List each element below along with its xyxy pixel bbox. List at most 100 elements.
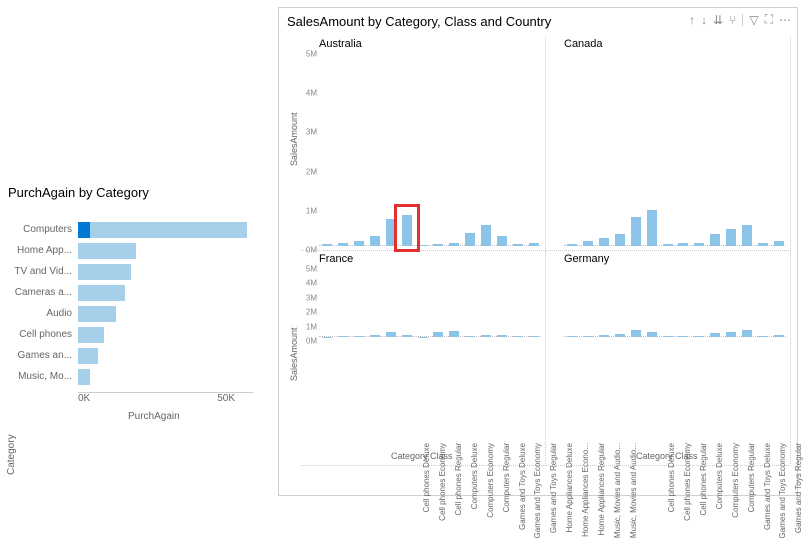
left-chart-panel: PurchAgain by Category ComputersHome App…: [8, 185, 266, 465]
vbar[interactable]: [631, 217, 641, 246]
vbar[interactable]: [322, 244, 332, 246]
hbar-fill: [78, 243, 136, 259]
x-label: Computers Economy: [486, 443, 495, 551]
y-tick: 1M: [306, 206, 317, 215]
y-tick: 5M: [306, 50, 317, 59]
hierarchy-icon[interactable]: ⑂: [729, 13, 736, 27]
facet-plot-area: [564, 54, 786, 246]
vbar[interactable]: [599, 238, 609, 246]
vbar[interactable]: [742, 225, 752, 246]
toolbar-divider: [742, 14, 743, 26]
focus-mode-icon[interactable]: ⛶: [765, 12, 773, 27]
x-label: Games and Toys Economy: [778, 443, 787, 551]
facet-title: Canada: [564, 38, 603, 50]
facet-france: France 0M1M2M3M4M5MCell phones DeluxeCell…: [301, 251, 546, 466]
left-x-axis-ticks: 0K 50K: [78, 393, 253, 404]
x-label: Games and Toys Economy: [533, 443, 542, 551]
vbar[interactable]: [678, 243, 688, 246]
facet-title: France: [319, 253, 353, 265]
hbar-fill: [78, 264, 131, 280]
vbar[interactable]: [615, 234, 625, 246]
vbar[interactable]: [774, 241, 784, 246]
xtick: 50K: [217, 393, 235, 404]
x-label: Games and Toys Regular: [794, 443, 803, 551]
hbar-fill: [78, 348, 98, 364]
x-labels: Cell phones DeluxeCell phones EconomyCel…: [564, 337, 786, 445]
x-label: Cell phones Regular: [699, 443, 708, 551]
y-axis-label: SalesAmount: [289, 327, 299, 381]
vbar[interactable]: [433, 244, 443, 246]
hbar-fill: [78, 327, 104, 343]
hbar-label: Audio: [46, 308, 72, 319]
y-tick: 0M: [306, 337, 317, 346]
vbar[interactable]: [354, 241, 364, 246]
facet-canada: Canada: [546, 36, 791, 251]
hbar-fill: [78, 369, 90, 385]
x-label: Computers Regular: [502, 443, 511, 551]
facet-title: Germany: [564, 253, 609, 265]
vbar[interactable]: [726, 229, 736, 246]
hbar-label: Computers: [23, 224, 72, 235]
y-tick: 2M: [306, 167, 317, 176]
y-tick: 3M: [306, 293, 317, 302]
drill-up-icon[interactable]: ↑: [689, 13, 695, 27]
right-chart-panel[interactable]: SalesAmount by Category, Class and Count…: [278, 7, 798, 496]
vbar[interactable]: [465, 233, 475, 246]
vbar[interactable]: [402, 215, 412, 246]
x-label: Games and Toys Deluxe: [518, 443, 527, 551]
left-x-axis-label: PurchAgain: [128, 411, 180, 422]
vbar[interactable]: [758, 243, 768, 246]
hbar-fill: [78, 222, 247, 238]
y-tick: 4M: [306, 89, 317, 98]
drill-down-icon[interactable]: ↓: [701, 13, 707, 27]
hbar-label: Games an...: [18, 350, 72, 361]
facet-plot-area: 0M1M2M3M4M5M: [319, 269, 541, 337]
x-label: Cell phones Regular: [454, 443, 463, 551]
vbar[interactable]: [449, 243, 459, 246]
vbar[interactable]: [583, 241, 593, 246]
facet-germany: Germany Cell phones DeluxeCell phones Eco…: [546, 251, 791, 466]
x-axis-title: Category Class: [391, 451, 453, 461]
facet-australia: Australia0M1M2M3M4M5M: [301, 36, 546, 251]
vbar[interactable]: [567, 244, 577, 246]
x-axis-title: Category Class: [636, 451, 698, 461]
x-label: Computers Deluxe: [470, 443, 479, 551]
y-tick: 4M: [306, 279, 317, 288]
baseline: [564, 245, 786, 246]
more-options-icon[interactable]: ⋯: [779, 13, 791, 27]
vbar[interactable]: [513, 244, 523, 246]
hbar-fill: [78, 285, 125, 301]
vbar[interactable]: [710, 234, 720, 246]
facet-grid: Australia0M1M2M3M4M5MCanadaFrance0M1M2M3…: [301, 36, 791, 466]
x-label: Computers Economy: [731, 443, 740, 551]
vbar[interactable]: [497, 236, 507, 246]
y-ticks: 0M1M2M3M4M5M: [301, 269, 319, 341]
facet-title: Australia: [319, 38, 362, 50]
filter-icon[interactable]: ▽: [749, 13, 758, 27]
y-tick: 3M: [306, 128, 317, 137]
vbar[interactable]: [481, 225, 491, 246]
vbar[interactable]: [418, 245, 428, 246]
y-tick: 2M: [306, 308, 317, 317]
hbar-label: Cameras a...: [15, 287, 72, 298]
hbar-label: TV and Vid...: [14, 266, 72, 277]
vbar[interactable]: [386, 219, 396, 246]
left-chart-title: PurchAgain by Category: [8, 185, 266, 200]
vbar[interactable]: [663, 244, 673, 246]
expand-icon[interactable]: ⇊: [713, 13, 723, 27]
vbar[interactable]: [529, 243, 539, 246]
hbar-label: Music, Mo...: [18, 371, 72, 382]
vbar[interactable]: [647, 210, 657, 246]
vbar[interactable]: [742, 330, 752, 337]
x-label: Games and Toys Deluxe: [763, 443, 772, 551]
x-labels: Cell phones DeluxeCell phones EconomyCel…: [319, 337, 541, 445]
visual-toolbar: ↑ ↓ ⇊ ⑂ ▽ ⛶ ⋯: [689, 12, 791, 27]
vbar[interactable]: [370, 236, 380, 246]
hbar-fill: [78, 306, 116, 322]
vbar[interactable]: [694, 243, 704, 246]
vbar[interactable]: [338, 243, 348, 246]
x-label: Computers Regular: [747, 443, 756, 551]
y-tick: 1M: [306, 322, 317, 331]
baseline: [319, 245, 541, 246]
vbar[interactable]: [631, 330, 641, 337]
